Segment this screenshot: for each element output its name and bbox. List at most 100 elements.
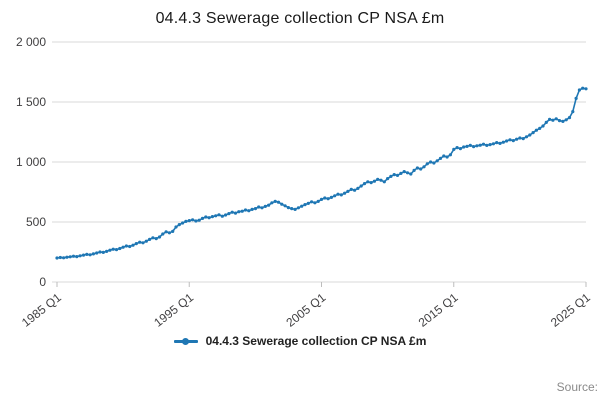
data-point-marker (336, 192, 340, 196)
data-point-marker (548, 117, 552, 121)
data-point-marker (564, 118, 568, 122)
data-point-marker (306, 201, 310, 205)
data-point-marker (300, 204, 304, 208)
data-point-marker (405, 171, 410, 175)
data-point-marker (118, 246, 122, 251)
plot-area: 0 500 1 000 1 500 2 000 1985 Q1 1995 Q1 2005 Q1… (0, 30, 600, 330)
data-point-marker (207, 216, 211, 220)
data-point-marker (581, 86, 585, 90)
data-point-marker (379, 178, 383, 182)
data-point-marker (78, 254, 82, 258)
data-point-marker (478, 143, 482, 147)
data-point-marker (402, 170, 406, 174)
data-point-marker (534, 128, 539, 132)
data-point-marker (214, 214, 218, 218)
data-point-marker (177, 223, 181, 227)
data-point-marker (567, 116, 572, 120)
data-point-marker (395, 173, 400, 177)
data-point-marker (250, 207, 254, 211)
x-tick-label: 2025 Q1 (548, 290, 593, 330)
data-point-marker (217, 213, 221, 217)
data-point-marker (468, 143, 472, 147)
y-tick-label: 500 (26, 215, 46, 229)
data-point-marker (98, 250, 102, 254)
data-point-marker (181, 221, 185, 225)
data-point-marker (171, 229, 175, 233)
line-chart: 0 500 1 000 1 500 2 000 1985 Q1 1995 Q1 2005 Q1… (16, 35, 593, 330)
data-point-marker (389, 174, 393, 178)
data-point-marker (267, 203, 271, 207)
data-point-marker (71, 254, 76, 258)
data-point-marker (253, 207, 257, 211)
data-point-marker (574, 96, 578, 100)
data-point-marker (412, 168, 416, 172)
data-point-marker (296, 206, 300, 210)
data-point-marker (124, 244, 128, 248)
y-tick-label: 2 000 (16, 35, 46, 49)
data-point-marker (200, 216, 205, 220)
data-point-marker (273, 199, 277, 203)
data-point-marker (422, 165, 426, 169)
data-point-marker (435, 159, 439, 163)
data-point-marker (349, 187, 353, 191)
data-point-marker (326, 197, 330, 201)
data-point-marker (68, 255, 72, 259)
data-point-marker (333, 194, 337, 198)
data-point-marker (472, 145, 476, 149)
data-point-marker (58, 255, 62, 260)
data-point-marker (220, 214, 224, 218)
data-point-marker (257, 205, 261, 209)
data-point-marker (501, 140, 505, 144)
data-point-marker (313, 201, 317, 205)
data-point-marker (448, 153, 452, 157)
x-tick-label: 1995 Q1 (151, 290, 196, 330)
data-point-marker (237, 210, 241, 214)
data-point-marker (270, 201, 274, 205)
data-point-marker (508, 138, 512, 142)
data-point-marker (442, 154, 446, 158)
data-point-marker (432, 161, 436, 165)
data-point-marker (121, 245, 125, 249)
data-point-marker (286, 206, 290, 210)
data-point-marker (303, 203, 307, 207)
data-point-marker (151, 236, 155, 240)
data-point-marker (386, 177, 390, 181)
data-point-marker (191, 218, 195, 222)
data-point-marker (164, 230, 168, 234)
data-point-marker (561, 119, 565, 123)
series-line (56, 87, 587, 259)
data-point-marker (475, 144, 479, 148)
data-point-marker (141, 241, 145, 245)
data-point-marker (353, 188, 357, 192)
data-point-marker (584, 87, 588, 91)
data-point-marker (111, 247, 115, 251)
data-point-marker (498, 141, 502, 145)
data-point-marker (260, 206, 264, 210)
data-point-marker (81, 253, 86, 257)
data-point-marker (359, 184, 363, 188)
data-point-marker (310, 200, 314, 204)
data-point-marker (551, 118, 555, 122)
legend-line-marker-icon (173, 337, 198, 345)
data-point-marker (528, 133, 532, 137)
data-point-marker (491, 142, 495, 146)
data-point-marker (293, 207, 297, 211)
data-point-marker (505, 139, 509, 143)
data-point-marker (323, 196, 327, 200)
x-tick-label: 2015 Q1 (416, 290, 461, 330)
data-point-marker (114, 248, 119, 252)
data-point-marker (227, 212, 231, 216)
data-point-marker (541, 124, 545, 128)
data-point-marker (95, 251, 99, 255)
data-point-marker (319, 197, 324, 201)
data-point-marker (577, 88, 582, 92)
data-point-marker (184, 219, 188, 223)
data-point-marker (88, 253, 92, 257)
data-point-marker (197, 218, 201, 222)
data-point-marker (230, 210, 234, 214)
data-point-marker (243, 208, 248, 212)
data-point-marker (554, 117, 558, 121)
data-point-marker (531, 131, 535, 135)
data-point-marker (557, 119, 562, 123)
legend-label: 04.4.3 Sewerage collection CP NSA £m (205, 334, 427, 348)
